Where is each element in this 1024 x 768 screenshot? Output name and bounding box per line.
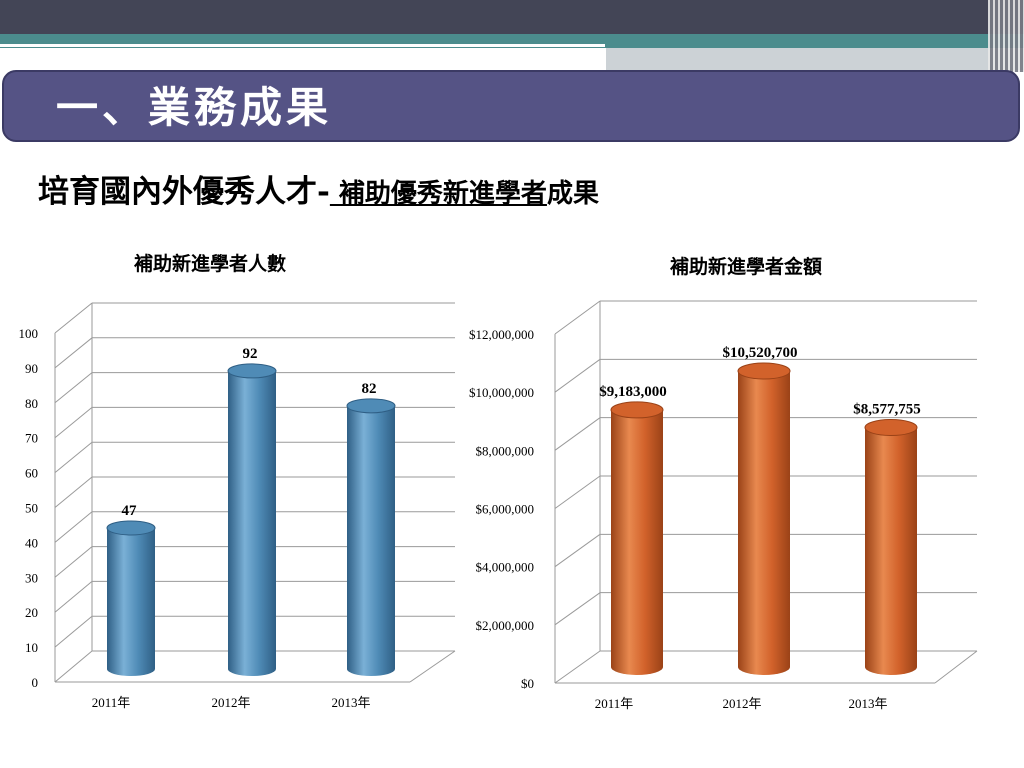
subtitle-underlined: 補助優秀新進學者	[329, 179, 547, 209]
data-label: $9,183,000	[599, 384, 667, 400]
bar-top	[106, 520, 156, 536]
y-tick-label: $0	[521, 676, 534, 691]
bar-2011年	[610, 401, 664, 675]
x-tick-label: 2012年	[211, 695, 250, 710]
floor-right-edge	[934, 650, 978, 684]
y-tick-label: $4,000,000	[476, 560, 535, 575]
y-tick-label: $8,000,000	[476, 443, 535, 458]
page-title: 一、業務成果	[56, 83, 333, 132]
y-tick-label: $12,000,000	[469, 327, 534, 342]
x-tick-label: 2013年	[331, 695, 370, 710]
bar-body	[611, 409, 663, 675]
y-tick-label: 20	[25, 605, 38, 620]
bar-2013年	[864, 419, 918, 675]
gridline-side	[554, 300, 601, 335]
top-decor-strip	[0, 0, 1024, 34]
gridline-side	[54, 476, 93, 508]
bar-body	[228, 370, 276, 676]
x-tick-label: 2011年	[92, 695, 131, 710]
bar-body	[347, 405, 395, 676]
data-label: 47	[122, 503, 138, 519]
data-label: 82	[362, 381, 377, 397]
bar-body	[738, 371, 790, 675]
y-tick-label: 60	[25, 466, 38, 481]
bar-top	[610, 401, 664, 419]
x-tick-label: 2011年	[595, 696, 634, 711]
bar-2012年	[737, 362, 791, 675]
subtitle-suffix: 成果	[546, 179, 599, 209]
y-tick-label: $6,000,000	[476, 502, 535, 517]
bar-2011年	[106, 520, 156, 676]
gridline-side	[54, 650, 93, 683]
subtitle-main: 培育國內外優秀人才	[38, 174, 317, 210]
gridline-side	[54, 546, 93, 578]
bar-body	[107, 527, 155, 676]
gridline-side	[554, 358, 601, 393]
title-banner: 一、業務成果	[2, 70, 1020, 142]
y-tick-label: $10,000,000	[469, 385, 534, 400]
subtitle-dash: -	[317, 174, 330, 210]
data-label: $10,520,700	[723, 345, 798, 361]
decor-gray-block	[606, 48, 1024, 70]
decor-line	[0, 44, 605, 47]
data-label: 92	[243, 346, 258, 362]
gridline-side	[54, 337, 93, 369]
gridline-side	[554, 475, 601, 509]
chart-1-title: 補助新進學者人數	[134, 253, 287, 275]
y-tick-label: 80	[25, 396, 38, 411]
gridline-side	[54, 581, 93, 613]
gridline-side	[54, 302, 93, 334]
decor-stripes	[988, 0, 1024, 72]
bar-2012年	[227, 363, 277, 676]
gridline-side	[54, 441, 93, 473]
y-tick-label: 10	[25, 640, 38, 655]
y-tick-label: 70	[25, 431, 38, 446]
y-tick-label: 40	[25, 535, 38, 550]
y-tick-label: 0	[32, 675, 39, 690]
gridline-side	[54, 511, 93, 543]
floor-right-edge	[409, 650, 456, 683]
y-tick-label: 50	[25, 501, 38, 516]
bar-top	[346, 398, 396, 414]
bar-body	[865, 427, 917, 675]
gridline-side	[54, 372, 93, 404]
y-tick-label: 90	[25, 361, 38, 376]
chart-2-title: 補助新進學者金額	[670, 256, 823, 278]
gridline-side	[554, 417, 601, 451]
bar-top	[737, 362, 791, 380]
x-tick-label: 2013年	[848, 696, 887, 711]
data-label: $8,577,755	[853, 402, 921, 418]
x-tick-label: 2012年	[722, 696, 761, 711]
gridline-side	[554, 650, 601, 684]
bar-2013年	[346, 398, 396, 676]
gridline-side	[554, 533, 601, 568]
y-tick-label: $2,000,000	[476, 618, 535, 633]
bar-top	[864, 419, 918, 437]
gridline-side	[554, 592, 601, 626]
slide-subtitle: 培育國內外優秀人才- 補助優秀新進學者成果	[38, 166, 599, 211]
bar-top	[227, 363, 277, 379]
y-tick-label: 30	[25, 570, 38, 585]
gridline-side	[54, 615, 93, 648]
y-tick-label: 100	[19, 326, 39, 341]
gridline-side	[54, 407, 93, 439]
